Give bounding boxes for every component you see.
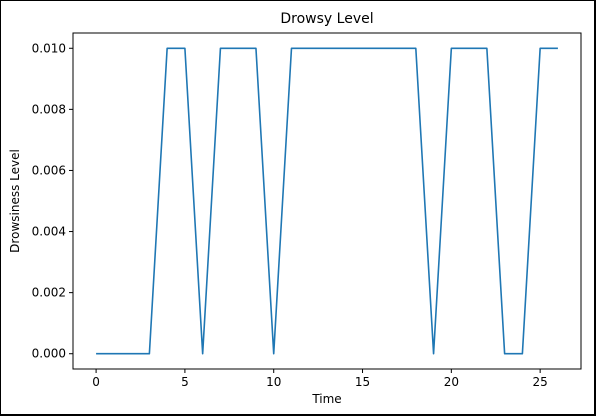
- y-tick-label: 0.008: [32, 102, 66, 116]
- x-tick-label: 5: [181, 375, 189, 389]
- y-tick-label: 0.000: [32, 347, 66, 361]
- x-tick-label: 0: [92, 375, 100, 389]
- y-axis-label: Drowsiness Level: [8, 149, 22, 253]
- y-tick-label: 0.004: [32, 225, 66, 239]
- x-tick-label: 25: [533, 375, 548, 389]
- x-axis-ticks: 0 5 10 15 20 25: [92, 369, 548, 389]
- chart-title: Drowsy Level: [280, 11, 373, 27]
- series-line: [96, 48, 558, 353]
- plot-area-frame: [73, 33, 581, 369]
- y-tick-label: 0.010: [32, 41, 66, 55]
- x-axis-label: Time: [311, 392, 341, 406]
- x-tick-label: 20: [444, 375, 459, 389]
- y-axis-ticks: 0.000 0.002 0.004 0.006 0.008 0.010: [32, 41, 73, 360]
- y-tick-label: 0.006: [32, 163, 66, 177]
- y-tick-label: 0.002: [32, 286, 66, 300]
- x-tick-label: 10: [266, 375, 281, 389]
- series-layer: [96, 48, 558, 353]
- x-tick-label: 15: [355, 375, 370, 389]
